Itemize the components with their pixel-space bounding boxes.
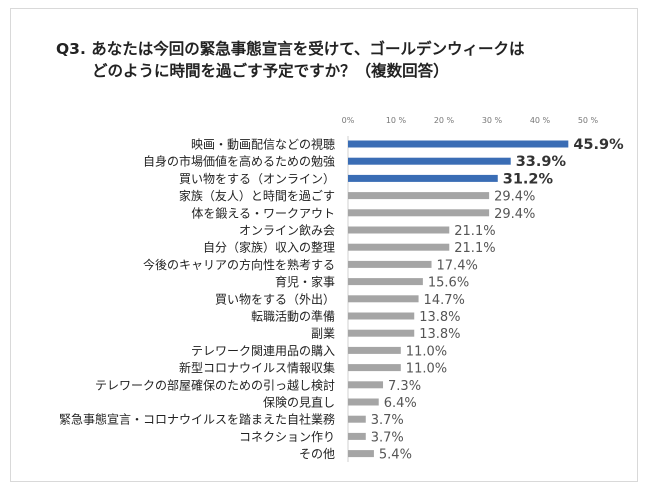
bar xyxy=(348,243,450,251)
category-label: 家族（友人）と時間を過ごす xyxy=(179,188,335,203)
category-label: 今後のキャリアの方向性を熟考する xyxy=(143,257,335,272)
value-label: 17.4% xyxy=(437,258,478,273)
value-label: 33.9% xyxy=(516,154,567,170)
x-tick-label: 0% xyxy=(342,116,355,125)
bar xyxy=(348,157,511,165)
bar xyxy=(348,226,450,234)
category-label: 自身の市場価値を高めるための勉強 xyxy=(143,154,335,169)
category-label: 保険の見直し xyxy=(263,396,335,410)
bar xyxy=(348,260,432,268)
x-tick-label: 50 % xyxy=(578,116,599,125)
bar xyxy=(348,415,366,423)
chart-title: Q3. あなたは今回の緊急事態宣言を受けて、ゴールデンウィークは どのように時間… xyxy=(56,38,616,82)
title-line-1: Q3. あなたは今回の緊急事態宣言を受けて、ゴールデンウィークは xyxy=(56,40,525,58)
category-label: その他 xyxy=(299,447,335,461)
bar xyxy=(348,209,490,217)
category-label: 緊急事態宣言・コロナウイルスを踏まえた自社業務 xyxy=(59,412,335,427)
category-label: テレワーク関連用品の購入 xyxy=(191,344,335,358)
bar xyxy=(348,398,379,406)
value-label: 11.0% xyxy=(406,362,447,377)
bar xyxy=(348,364,401,372)
bar xyxy=(348,174,498,182)
bar xyxy=(348,450,374,458)
category-label: 副業 xyxy=(311,327,335,341)
bar xyxy=(348,295,419,303)
value-label: 6.4% xyxy=(384,396,417,411)
category-label: 新型コロナウイルス情報収集 xyxy=(179,360,335,375)
bar xyxy=(348,192,490,200)
x-tick-label: 20 % xyxy=(434,116,455,125)
bar xyxy=(348,346,401,354)
category-label: 自分（家族）収入の整理 xyxy=(203,240,335,255)
category-label: 育児・家事 xyxy=(275,274,335,289)
x-tick-label: 10 % xyxy=(386,116,407,125)
value-label: 7.3% xyxy=(388,379,421,394)
bar xyxy=(348,312,415,320)
bar xyxy=(348,329,415,337)
bar xyxy=(348,381,384,389)
bar xyxy=(348,278,423,286)
value-label: 3.7% xyxy=(371,430,404,445)
bar xyxy=(348,432,366,440)
value-label: 31.2% xyxy=(503,171,554,187)
x-tick-label: 30 % xyxy=(482,116,503,125)
chart-frame xyxy=(10,8,638,482)
category-label: 買い物をする（外出） xyxy=(215,292,335,306)
bar xyxy=(348,140,569,148)
value-label: 11.0% xyxy=(406,344,447,359)
value-label: 5.4% xyxy=(379,448,412,463)
value-label: 29.4% xyxy=(494,190,535,205)
title-line-2: どのように時間を過ごす予定ですか？（複数回答） xyxy=(92,62,449,80)
category-label: オンライン飲み会 xyxy=(239,223,335,238)
category-label: 映画・動画配信などの視聴 xyxy=(191,137,335,152)
x-tick-label: 40 % xyxy=(530,116,551,125)
value-label: 21.1% xyxy=(454,224,495,239)
category-label: 買い物をする（オンライン） xyxy=(179,172,335,186)
category-label: テレワークの部屋確保のための引っ越し検討 xyxy=(95,377,335,392)
category-label: 体を鍛える・ワークアウト xyxy=(191,206,335,220)
value-label: 14.7% xyxy=(424,293,465,308)
value-label: 29.4% xyxy=(494,207,535,222)
value-label: 21.1% xyxy=(454,241,495,256)
category-label: コネクション作り xyxy=(239,430,335,444)
value-label: 13.8% xyxy=(419,327,460,342)
value-label: 3.7% xyxy=(371,413,404,428)
value-label: 45.9% xyxy=(573,137,624,153)
category-label: 転職活動の準備 xyxy=(251,309,335,324)
value-label: 13.8% xyxy=(419,310,460,325)
value-label: 15.6% xyxy=(428,276,469,291)
